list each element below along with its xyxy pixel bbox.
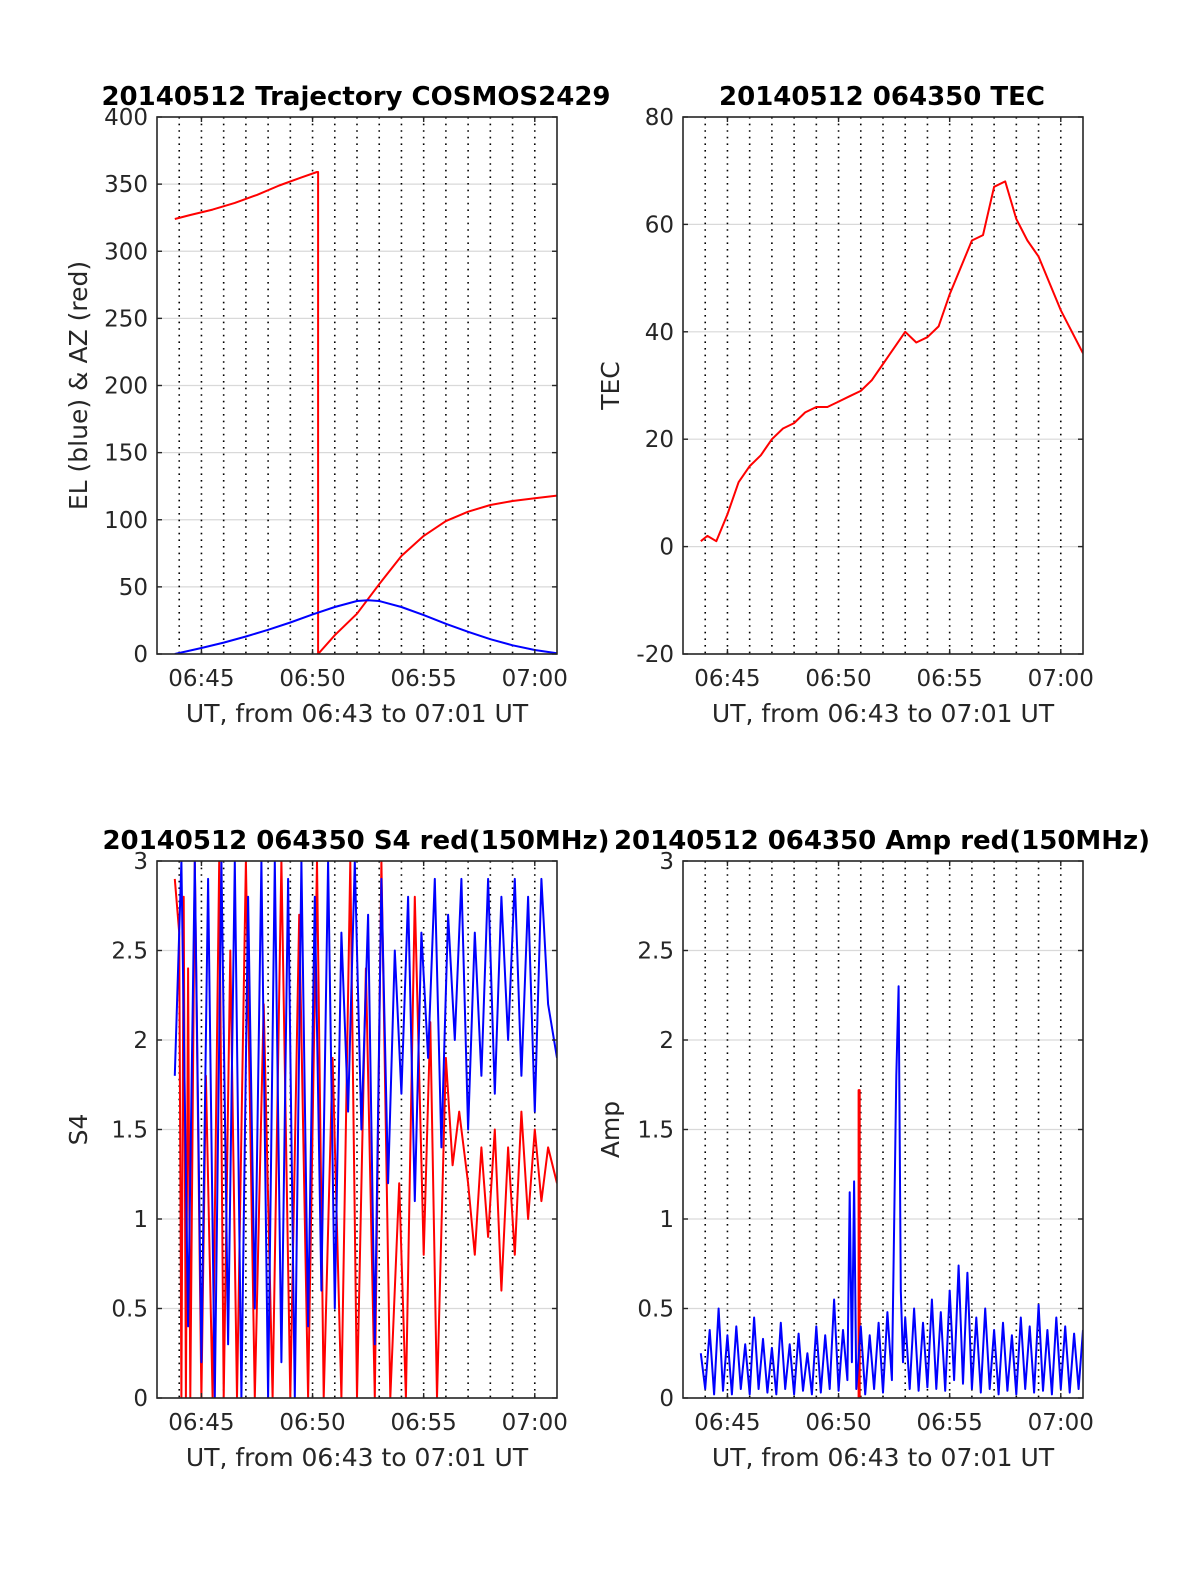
x-tick-label: 07:00: [1028, 666, 1094, 692]
x-tick-label: 06:45: [168, 666, 234, 692]
y-tick-label: 1: [659, 1207, 674, 1233]
y-tick-label: 0.5: [111, 1297, 148, 1323]
x-tick-label: 06:50: [279, 666, 345, 692]
y-tick-label: 50: [119, 575, 148, 601]
y-tick-label: 2.5: [111, 939, 148, 965]
x-tick-label: 06:55: [391, 666, 457, 692]
y-tick-label: 0: [133, 1386, 148, 1412]
y-axis-label: EL (blue) & AZ (red): [64, 261, 93, 510]
chart-panel-3: 0 0.5 1 1.5 2 2.5 3 06:45 06:50 06:55 07:00 UT, fro…: [64, 826, 610, 1472]
x-tick-label: 06:50: [805, 666, 871, 692]
chart-title: 20140512 064350 S4 red(150MHz): [102, 826, 609, 856]
series-blue-line: [699, 985, 1083, 1396]
y-tick-label: 0: [659, 1386, 674, 1412]
x-tick-label: 06:55: [391, 1410, 457, 1436]
x-tick-label: 06:45: [694, 1410, 760, 1436]
series-blue-line: [174, 599, 557, 654]
series-red-line: [174, 171, 557, 654]
y-axis-label: Amp: [596, 1101, 625, 1158]
y-tick-label: 400: [104, 105, 148, 131]
y-axis-label: TEC: [596, 361, 625, 411]
y-tick-label: 150: [104, 441, 148, 467]
y-tick-label: 80: [645, 105, 674, 131]
y-tick-label: 1: [133, 1207, 148, 1233]
x-tick-label: 06:45: [694, 666, 760, 692]
y-tick-label: 2: [133, 1028, 148, 1054]
chart-panel-2: -20 0 20 40 60 80 06:45 06:50 06:55 07:00 UT, from…: [596, 82, 1094, 728]
series-red-line: [857, 1089, 861, 1398]
y-axis-label: S4: [64, 1114, 93, 1146]
chart-panel-1: 0 50 100 150 200 250 300 350 400 06:45 06:50 06:55 0…: [64, 82, 611, 728]
chart-panel-4: 0 0.5 1 1.5 2 2.5 3 06:45 06:50 06:55 07:00 UT, fro…: [596, 826, 1150, 1472]
x-tick-label: 06:55: [917, 666, 983, 692]
series-red-line: [700, 180, 1083, 543]
x-axis-label: UT, from 06:43 to 07:01 UT: [186, 699, 529, 728]
y-tick-label: 3: [659, 849, 674, 875]
x-tick-label: 07:00: [502, 1410, 568, 1436]
x-axis-label: UT, from 06:43 to 07:01 UT: [186, 1443, 529, 1472]
y-tick-label: 100: [104, 508, 148, 534]
x-axis-label: UT, from 06:43 to 07:01 UT: [712, 1443, 1055, 1472]
series-blue-line: [173, 861, 557, 1398]
y-tick-label: 300: [104, 239, 148, 265]
y-tick-label: 0: [659, 535, 674, 561]
y-tick-label: 2: [659, 1028, 674, 1054]
y-tick-label: 20: [645, 427, 674, 453]
y-tick-label: 0: [133, 642, 148, 668]
y-tick-label: 1.5: [111, 1118, 148, 1144]
chart-title: 20140512 Trajectory COSMOS2429: [101, 82, 610, 112]
plot-area: [683, 117, 1083, 654]
series-red-line: [173, 861, 557, 1398]
y-tick-label: 60: [645, 212, 674, 238]
y-tick-label: 3: [133, 849, 148, 875]
x-tick-label: 06:55: [917, 1410, 983, 1436]
x-tick-label: 06:50: [279, 1410, 345, 1436]
x-tick-label: 06:45: [168, 1410, 234, 1436]
axes-box: [682, 116, 1084, 655]
x-axis-label: UT, from 06:43 to 07:01 UT: [712, 699, 1055, 728]
chart-title: 20140512 064350 TEC: [719, 82, 1045, 112]
y-tick-label: 40: [645, 320, 674, 346]
chart-title: 20140512 064350 Amp red(150MHz): [614, 826, 1150, 856]
y-tick-label: 200: [104, 374, 148, 400]
y-tick-label: 350: [104, 172, 148, 198]
y-tick-label: 2.5: [637, 939, 674, 965]
y-tick-label: 1.5: [637, 1118, 674, 1144]
x-tick-label: 07:00: [502, 666, 568, 692]
y-tick-label: -20: [636, 642, 674, 668]
y-tick-label: 250: [104, 306, 148, 332]
x-tick-label: 06:50: [805, 1410, 871, 1436]
x-tick-label: 07:00: [1028, 1410, 1094, 1436]
y-tick-label: 0.5: [637, 1297, 674, 1323]
